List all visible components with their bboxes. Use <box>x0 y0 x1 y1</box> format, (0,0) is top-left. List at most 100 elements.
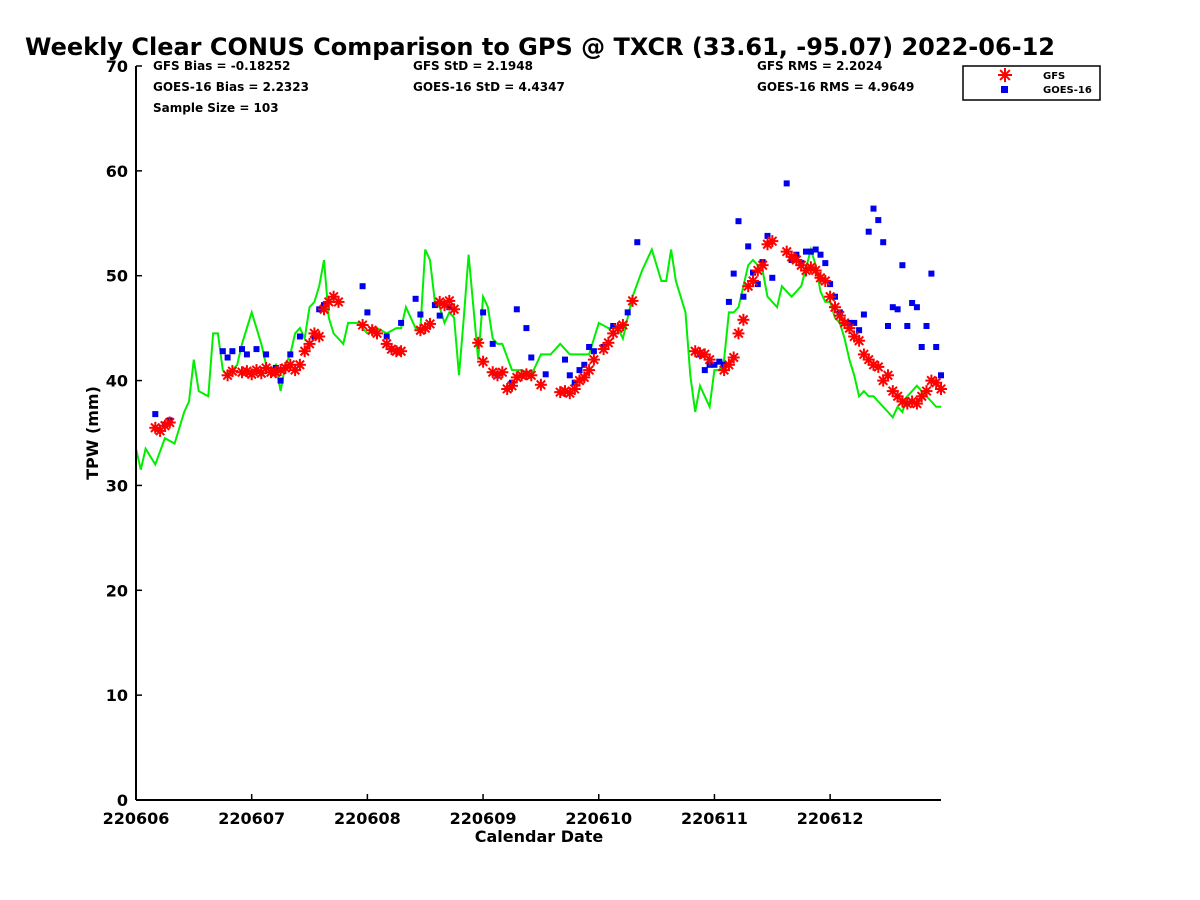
gfs-point <box>824 290 837 303</box>
goes16-point <box>827 281 834 288</box>
goes16-point <box>894 306 901 313</box>
gfs-point <box>525 369 538 382</box>
goes16-point <box>571 379 578 386</box>
goes16-point <box>885 323 891 329</box>
gfs-point <box>293 358 306 371</box>
goes16-point <box>904 323 911 329</box>
goes16-point <box>769 274 776 281</box>
goes16-point <box>229 348 236 355</box>
goes16-point <box>822 260 829 267</box>
gfs-point <box>318 303 330 316</box>
y-tick-label: 20 <box>106 581 128 600</box>
legend-gfs-label: GFS <box>1043 71 1065 82</box>
gfs-point <box>477 355 490 368</box>
goes16-point <box>889 304 896 311</box>
goes16-point <box>899 262 906 269</box>
gfs-point <box>356 319 369 331</box>
goes16-point <box>224 354 231 361</box>
y-tick-label: 40 <box>106 372 128 391</box>
goes16-point <box>870 205 877 212</box>
goes16-point <box>586 344 593 350</box>
goes16-point <box>880 239 887 246</box>
gfs-point <box>703 353 716 366</box>
goes16-point <box>359 283 366 290</box>
goes16-point <box>436 312 443 319</box>
gfs-point <box>332 295 345 308</box>
goes16-point <box>909 300 916 306</box>
goes16-point <box>581 361 588 368</box>
gfs-point <box>616 319 629 331</box>
goes16-point <box>523 325 530 332</box>
gfs-point <box>443 294 456 307</box>
goes16-point <box>296 333 303 340</box>
legend-box <box>962 65 1101 101</box>
gfs-point <box>298 345 311 358</box>
gfs-point <box>910 397 923 410</box>
y-tick-label: 70 <box>106 57 128 76</box>
x-tick-label: 220610 <box>565 809 632 828</box>
y-tick-label: 50 <box>106 267 128 286</box>
goes16-point <box>928 270 935 277</box>
gfs-point <box>930 376 943 389</box>
legend-gfs-marker <box>998 68 1012 82</box>
gfs-point <box>732 327 745 340</box>
x-tick-label: 220606 <box>103 809 170 828</box>
goes16-point <box>263 351 270 358</box>
goes16-point <box>735 218 742 225</box>
goes16-point <box>812 246 819 253</box>
gfs-point <box>448 303 461 316</box>
goes16-point <box>152 411 159 418</box>
gfs-point <box>303 337 316 350</box>
gfs-point <box>920 385 933 398</box>
gfs-point <box>313 330 326 343</box>
x-tick-label: 220609 <box>450 809 517 828</box>
goes16-point <box>913 304 920 311</box>
goes16-point <box>277 377 284 384</box>
gfs-point <box>833 309 846 322</box>
y-tick-label: 10 <box>106 686 128 705</box>
goes16-point <box>634 239 641 246</box>
legend: GFS GOES-16 <box>962 65 1101 101</box>
gfs-point <box>838 316 851 329</box>
goes16-point <box>807 248 814 255</box>
goes16-point <box>383 333 390 340</box>
goes16-point <box>412 295 419 302</box>
y-tick-label: 60 <box>106 162 128 181</box>
goes16-point <box>701 367 708 374</box>
gfs-point <box>882 369 894 382</box>
gfs-point <box>819 275 832 287</box>
x-tick-label: 220611 <box>681 809 748 828</box>
goes16-point <box>865 228 872 235</box>
goes16-point <box>590 348 597 355</box>
gfs-point <box>496 366 509 379</box>
gfs-point <box>371 327 383 340</box>
goes16-point <box>364 309 371 316</box>
goes16-point <box>610 323 617 329</box>
goes16-point <box>933 344 940 350</box>
gfs-point <box>756 259 769 272</box>
goes16-point <box>562 356 568 363</box>
gfs-point <box>747 275 759 287</box>
goes16-point <box>851 319 858 326</box>
gfs-point <box>843 322 856 335</box>
goes16-point <box>918 344 925 350</box>
gfs-point <box>578 371 591 384</box>
goes16-point <box>817 251 824 258</box>
goes16-point <box>253 346 260 353</box>
goes16-point <box>938 372 944 379</box>
goes16-point <box>745 243 752 250</box>
goes16-point <box>711 361 718 368</box>
gfs-point <box>568 383 581 395</box>
goes16-point <box>875 217 882 224</box>
y-axis-label: TPW (mm) <box>83 386 102 480</box>
goes16-point <box>740 293 747 300</box>
stat-sample-size: Sample Size = 103 <box>153 101 279 115</box>
y-tick-label: 30 <box>106 476 128 495</box>
goes16-point <box>725 298 732 305</box>
goes16-point <box>783 180 790 187</box>
goes16-point <box>923 323 930 329</box>
goes16-point <box>716 358 723 365</box>
goes16-point <box>860 311 867 318</box>
gfs-point <box>587 353 600 366</box>
goes16-point <box>542 371 549 378</box>
